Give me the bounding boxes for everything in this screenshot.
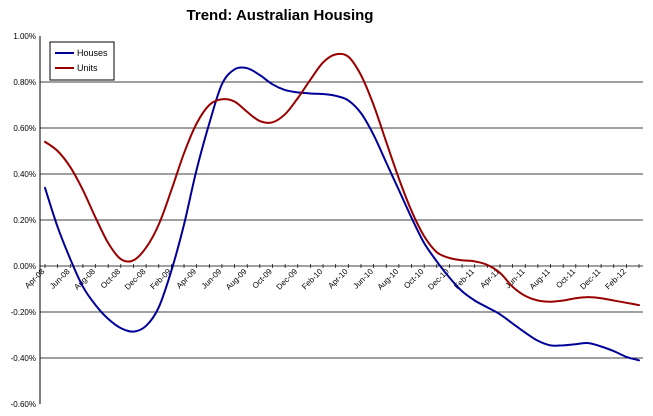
x-tick-label: Apr-11 [478,267,501,290]
y-tick-label: -0.40% [11,354,36,363]
y-tick-label: 0.60% [13,124,36,133]
x-tick-label: Jun-09 [200,267,224,291]
series-line-units [44,52,640,307]
x-tick-label: Dec-11 [578,267,603,292]
legend-label: Units [77,63,98,73]
gridlines [39,36,643,404]
x-tick-label: Oct-11 [554,267,577,290]
y-tick-label: 1.00% [13,32,36,41]
x-tick-label: Jun-11 [503,267,527,291]
y-tick-label: 0.20% [13,216,36,225]
series-line-houses [44,66,640,362]
y-tick-label: 0.80% [13,78,36,87]
x-tick-label: Dec-09 [275,267,300,292]
y-tick-label: -0.60% [11,400,36,409]
legend-label: Houses [77,48,108,58]
x-tick-label: Aug-11 [528,267,553,292]
x-tick-label: Jun-08 [48,267,72,291]
x-tick-label: Aug-09 [224,267,249,292]
x-tick-label: Oct-10 [402,267,426,291]
y-axis-tick-labels: -0.60% -0.40% -0.20% 0.00% 0.20% 0.40% 0.60% 0.… [11,32,36,409]
x-tick-label: Feb-12 [603,267,628,292]
y-tick-label: 0.00% [13,262,36,271]
legend-box [49,41,115,81]
x-tick-label: Oct-08 [99,267,123,291]
x-tick-label: Apr-10 [326,267,350,291]
chart-title: Trend: Australian Housing [187,7,374,24]
y-tick-label: 0.40% [13,170,36,179]
x-tick-label: Feb-11 [452,267,476,291]
legend: Houses Units [49,41,115,81]
x-tick-label: Jun-10 [351,267,375,291]
x-tick-label: Feb-10 [300,267,325,292]
x-tick-label: Aug-10 [376,267,401,292]
x-tick-label: Dec-08 [123,267,148,292]
series-lines [44,52,640,362]
y-tick-label: -0.20% [11,308,36,317]
x-tick-label: Dec-10 [426,267,451,292]
x-axis-tick-labels: Apr-08 Jun-08 Aug-08 Oct-08 Dec-08 Feb-09 Apr-… [23,267,628,292]
x-tick-label: Apr-09 [175,267,199,291]
x-tick-label: Oct-09 [251,267,275,291]
